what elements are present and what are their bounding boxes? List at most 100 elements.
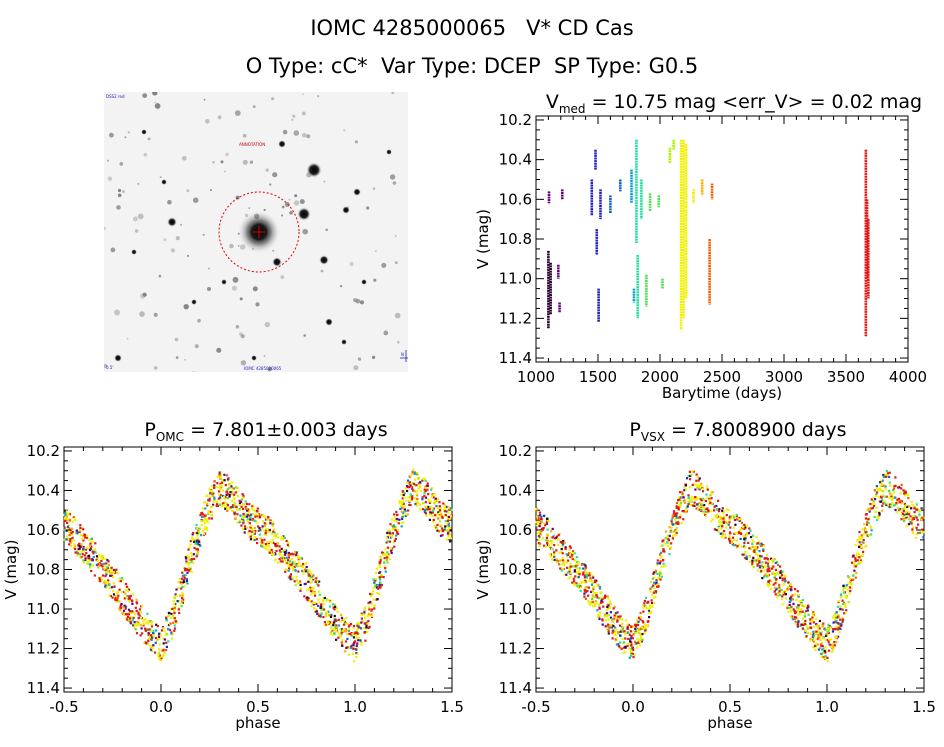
data-point	[820, 631, 823, 634]
data-point	[294, 569, 297, 572]
data-point	[885, 473, 888, 477]
data-point	[67, 524, 70, 527]
data-point	[363, 631, 366, 634]
data-point	[702, 511, 705, 515]
data-point	[110, 571, 114, 575]
star	[373, 278, 377, 282]
data-point	[213, 484, 216, 487]
data-point	[293, 580, 296, 583]
data-point	[331, 629, 334, 632]
data-point	[616, 619, 619, 623]
data-point	[379, 578, 382, 581]
data-point	[80, 550, 83, 553]
data-point	[766, 582, 769, 585]
data-point	[768, 567, 771, 570]
star	[205, 119, 210, 124]
data-point	[239, 508, 242, 511]
data-point	[287, 569, 290, 572]
data-point	[403, 505, 406, 508]
data-point	[584, 591, 587, 594]
data-point	[854, 558, 857, 561]
star	[197, 318, 201, 323]
data-point	[649, 580, 652, 583]
data-point	[91, 549, 94, 552]
data-point	[626, 642, 629, 646]
data-point	[758, 561, 761, 564]
data-point	[845, 584, 848, 587]
data-point	[863, 523, 866, 526]
data-point	[114, 571, 117, 574]
x-tick-label: 2500	[703, 368, 741, 386]
data-point	[345, 622, 348, 625]
data-point	[670, 520, 673, 523]
data-point	[115, 600, 118, 603]
star	[272, 172, 278, 178]
data-point	[884, 488, 887, 491]
star	[191, 299, 197, 305]
data-point	[181, 592, 184, 595]
data-point	[598, 597, 601, 600]
data-point	[310, 575, 313, 578]
data-point	[184, 569, 187, 572]
data-point	[111, 596, 114, 599]
data-point	[734, 532, 737, 535]
data-point	[538, 511, 542, 514]
data-point	[871, 503, 874, 506]
data-point	[886, 505, 889, 508]
data-point	[384, 570, 387, 573]
data-point	[427, 505, 430, 509]
data-point	[783, 591, 786, 594]
data-point	[874, 498, 877, 501]
data-point	[447, 535, 450, 538]
data-point	[437, 513, 440, 516]
data-point	[299, 580, 302, 583]
data-point	[691, 483, 694, 487]
data-point	[905, 516, 908, 519]
data-point	[251, 505, 254, 508]
data-point	[152, 644, 155, 647]
data-point	[130, 611, 133, 614]
data-point	[355, 636, 359, 639]
data-point	[628, 628, 631, 631]
data-point	[79, 524, 82, 527]
data-point	[124, 582, 128, 586]
data-point	[141, 632, 144, 635]
data-point	[783, 580, 786, 583]
data-point	[566, 566, 569, 569]
data-point	[834, 612, 837, 615]
data-point	[766, 570, 769, 573]
data-point	[82, 534, 85, 537]
data-point	[570, 555, 573, 558]
data-point	[90, 569, 93, 573]
data-point	[179, 594, 182, 597]
data-point	[413, 484, 416, 487]
data-point	[293, 560, 296, 563]
data-point	[124, 589, 127, 592]
data-point	[723, 510, 726, 513]
data-point	[155, 629, 158, 632]
data-point	[224, 501, 227, 504]
data-point	[437, 511, 440, 514]
data-point	[333, 632, 336, 635]
data-point	[794, 622, 797, 625]
data-point	[104, 585, 107, 588]
data-point	[73, 539, 76, 542]
data-point	[248, 522, 251, 525]
data-point	[219, 496, 222, 499]
data-point	[210, 510, 213, 514]
data-point	[681, 491, 684, 494]
data-point	[146, 612, 149, 615]
data-point	[218, 486, 221, 489]
star	[299, 199, 305, 205]
data-point	[912, 517, 915, 520]
data-point	[876, 515, 879, 518]
data-point	[180, 599, 183, 602]
data-point	[261, 525, 264, 528]
data-point	[756, 563, 759, 566]
data-point	[601, 601, 604, 604]
data-point	[779, 571, 782, 574]
data-point	[701, 497, 704, 500]
data-point	[795, 599, 798, 602]
data-point	[886, 472, 890, 475]
data-point	[110, 586, 114, 589]
